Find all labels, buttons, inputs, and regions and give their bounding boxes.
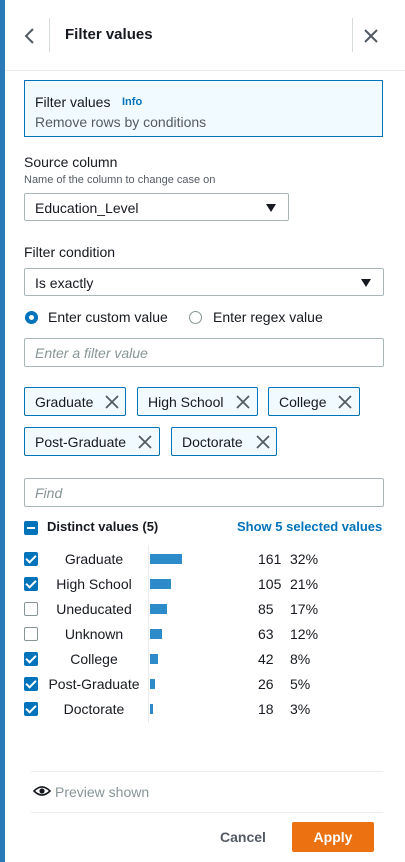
row-percent: 32% [290,551,319,567]
row-frequency-bar [150,554,182,564]
list-item: Graduate 161 32% [5,547,405,572]
row-frequency-bar [150,704,153,714]
footer-divider [31,812,383,813]
token-post-graduate: Post-Graduate [24,427,160,456]
row-value-name: Uneducated [56,601,132,617]
info-link[interactable]: Info [122,96,143,108]
filter-condition-label: Filter condition [24,244,116,260]
apply-button[interactable]: Apply [292,822,374,852]
bar-axis [148,545,149,723]
cancel-button[interactable]: Cancel [212,822,274,852]
row-value-name: High School [56,576,132,592]
row-checkbox[interactable] [24,652,38,666]
list-item: Post-Graduate 26 5% [5,672,405,697]
radio-regex-value[interactable] [189,311,202,324]
row-count: 161 [258,551,282,567]
filter-condition-select[interactable]: Is exactly [24,268,384,296]
row-percent: 12% [290,626,319,642]
row-value-name: Doctorate [63,701,125,717]
token-doctorate: Doctorate [171,427,277,456]
row-checkbox[interactable] [24,577,38,591]
info-box: Filter values Info Remove rows by condit… [24,80,383,137]
source-column-select[interactable]: Education_Level [24,193,289,221]
row-frequency-bar [150,654,158,664]
token-label: College [279,394,327,410]
close-icon[interactable] [138,435,152,449]
row-frequency-bar [150,629,162,639]
list-item: College 42 8% [5,647,405,672]
preview-status: Preview shown [55,784,150,800]
row-count: 42 [258,651,274,667]
caret-down-icon [266,204,276,212]
row-percent: 21% [290,576,319,592]
row-count: 63 [258,626,274,642]
header-divider [49,18,50,52]
close-icon[interactable] [236,395,250,409]
list-item: High School 105 21% [5,572,405,597]
close-icon[interactable] [338,395,352,409]
radio-regex-value-label[interactable]: Enter regex value [213,309,323,325]
row-percent: 17% [290,601,319,617]
close-icon[interactable] [105,395,119,409]
info-title: Filter values [35,94,111,110]
token-label: Doctorate [182,434,243,450]
token-college: College [268,387,360,416]
row-count: 18 [258,701,274,717]
row-frequency-bar [150,604,167,614]
row-checkbox[interactable] [24,627,38,641]
close-icon [364,29,378,43]
source-column-label: Source column [24,154,118,170]
find-input[interactable] [24,478,384,507]
back-button[interactable] [19,24,41,48]
list-item: Doctorate 18 3% [5,697,405,722]
token-label: High School [148,394,224,410]
filter-condition-value: Is exactly [35,275,94,291]
row-frequency-bar [150,679,155,689]
row-percent: 8% [290,651,311,667]
list-item: Unknown 63 12% [5,622,405,647]
row-checkbox[interactable] [24,702,38,716]
radio-custom-value-label[interactable]: Enter custom value [48,309,168,325]
footer-divider [31,771,383,772]
panel-header: Filter values [5,0,405,71]
info-description: Remove rows by conditions [35,114,207,130]
chevron-left-icon [24,28,34,44]
left-accent-bar [0,0,5,862]
row-count: 105 [258,576,282,592]
page-title: Filter values [65,26,153,43]
token-high-school: High School [137,387,258,416]
caret-down-icon [361,279,371,287]
row-percent: 3% [290,701,311,717]
token-graduate: Graduate [24,387,126,416]
row-count: 85 [258,601,274,617]
filter-value-input[interactable] [24,338,384,367]
header-divider [352,18,353,52]
row-value-name: Graduate [64,551,124,567]
row-value-name: College [70,651,118,667]
eye-icon [33,786,51,796]
close-icon[interactable] [256,435,270,449]
row-checkbox[interactable] [24,677,38,691]
row-frequency-bar [150,579,171,589]
select-all-checkbox[interactable] [24,521,38,535]
row-checkbox[interactable] [24,602,38,616]
distinct-values-title: Distinct values (5) [47,519,159,534]
show-selected-link[interactable]: Show 5 selected values [237,519,383,534]
list-item: Uneducated 85 17% [5,597,405,622]
filter-values-panel: Filter values Filter values Info Remove … [5,0,405,862]
row-value-name: Unknown [64,626,124,642]
close-button[interactable] [360,24,382,48]
row-checkbox[interactable] [24,552,38,566]
row-value-name: Post-Graduate [48,676,140,692]
radio-custom-value[interactable] [25,311,38,324]
row-count: 26 [258,676,274,692]
source-column-value: Education_Level [35,200,139,216]
token-label: Graduate [35,394,94,410]
row-percent: 5% [290,676,311,692]
token-label: Post-Graduate [35,434,127,450]
source-column-hint: Name of the column to change case on [24,174,216,186]
